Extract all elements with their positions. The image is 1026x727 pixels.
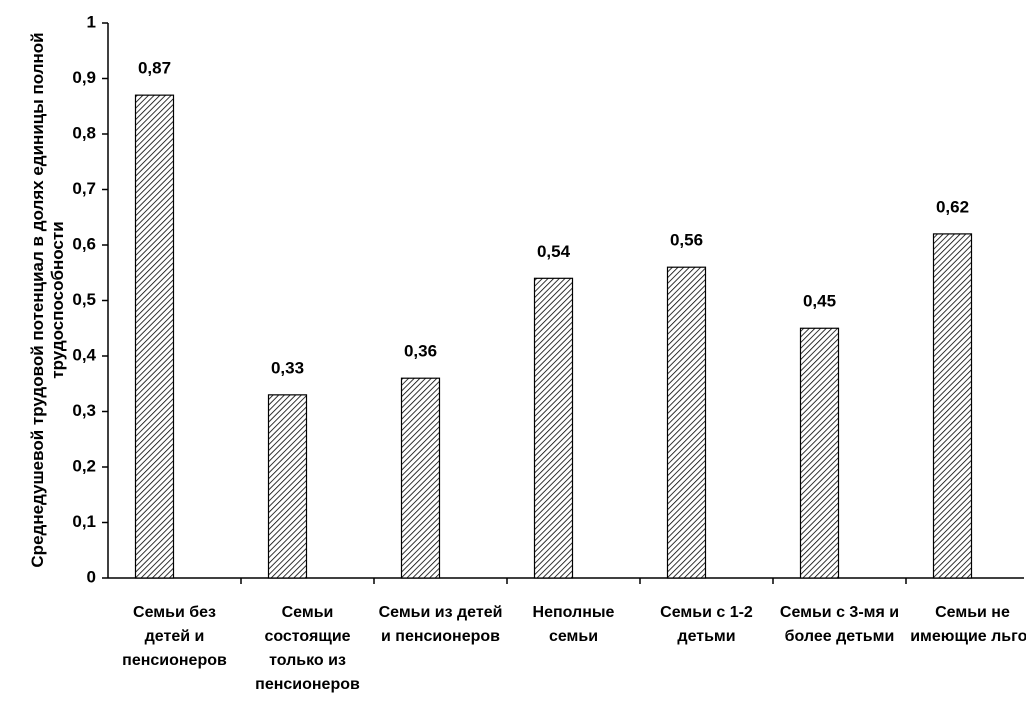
x-tick-label: Неполные семьи xyxy=(532,604,615,645)
value-label: 0,87 xyxy=(138,59,171,78)
value-label: 0,33 xyxy=(271,358,304,377)
x-tick-label: Семьи с 1-2 детьми xyxy=(660,604,753,645)
y-tick-label: 0,1 xyxy=(72,512,96,531)
y-tick-label: 0,4 xyxy=(72,345,96,364)
y-tick-label: 0,5 xyxy=(72,290,96,309)
x-tick-label: Семьи состоящие только из пенсионеров xyxy=(255,604,360,693)
y-tick-label: 1 xyxy=(87,12,96,31)
x-tick-label: Семьи с 3-мя и более детьми xyxy=(779,604,900,645)
bar xyxy=(400,377,441,579)
y-tick-label: 0,3 xyxy=(72,401,96,420)
y-tick-label: 0,9 xyxy=(72,68,96,87)
x-tick-label: Семьи из детей и пенсионеров xyxy=(378,604,503,645)
y-tick-label: 0,8 xyxy=(72,123,96,142)
bar xyxy=(533,277,574,579)
x-tick-label: Семьи без детей и пенсионеров xyxy=(122,604,227,669)
value-label: 0,56 xyxy=(670,231,703,250)
bar xyxy=(799,327,840,579)
y-tick-label: 0,7 xyxy=(72,179,96,198)
y-axis-title: Среднедушевой трудовой потенциал в долях… xyxy=(28,32,67,568)
value-label: 0,54 xyxy=(537,242,571,261)
y-tick-label: 0,2 xyxy=(72,456,96,475)
value-label: 0,45 xyxy=(803,292,836,311)
bar xyxy=(134,94,175,579)
y-tick-label: 0,6 xyxy=(72,234,96,253)
bar xyxy=(932,233,973,579)
y-tick-label: 0 xyxy=(87,567,96,586)
x-tick-label: Семьи не имеющие льгот xyxy=(910,604,1026,645)
bar xyxy=(267,394,308,579)
bar xyxy=(666,266,707,579)
value-label: 0,36 xyxy=(404,342,437,361)
value-label: 0,62 xyxy=(936,197,969,216)
